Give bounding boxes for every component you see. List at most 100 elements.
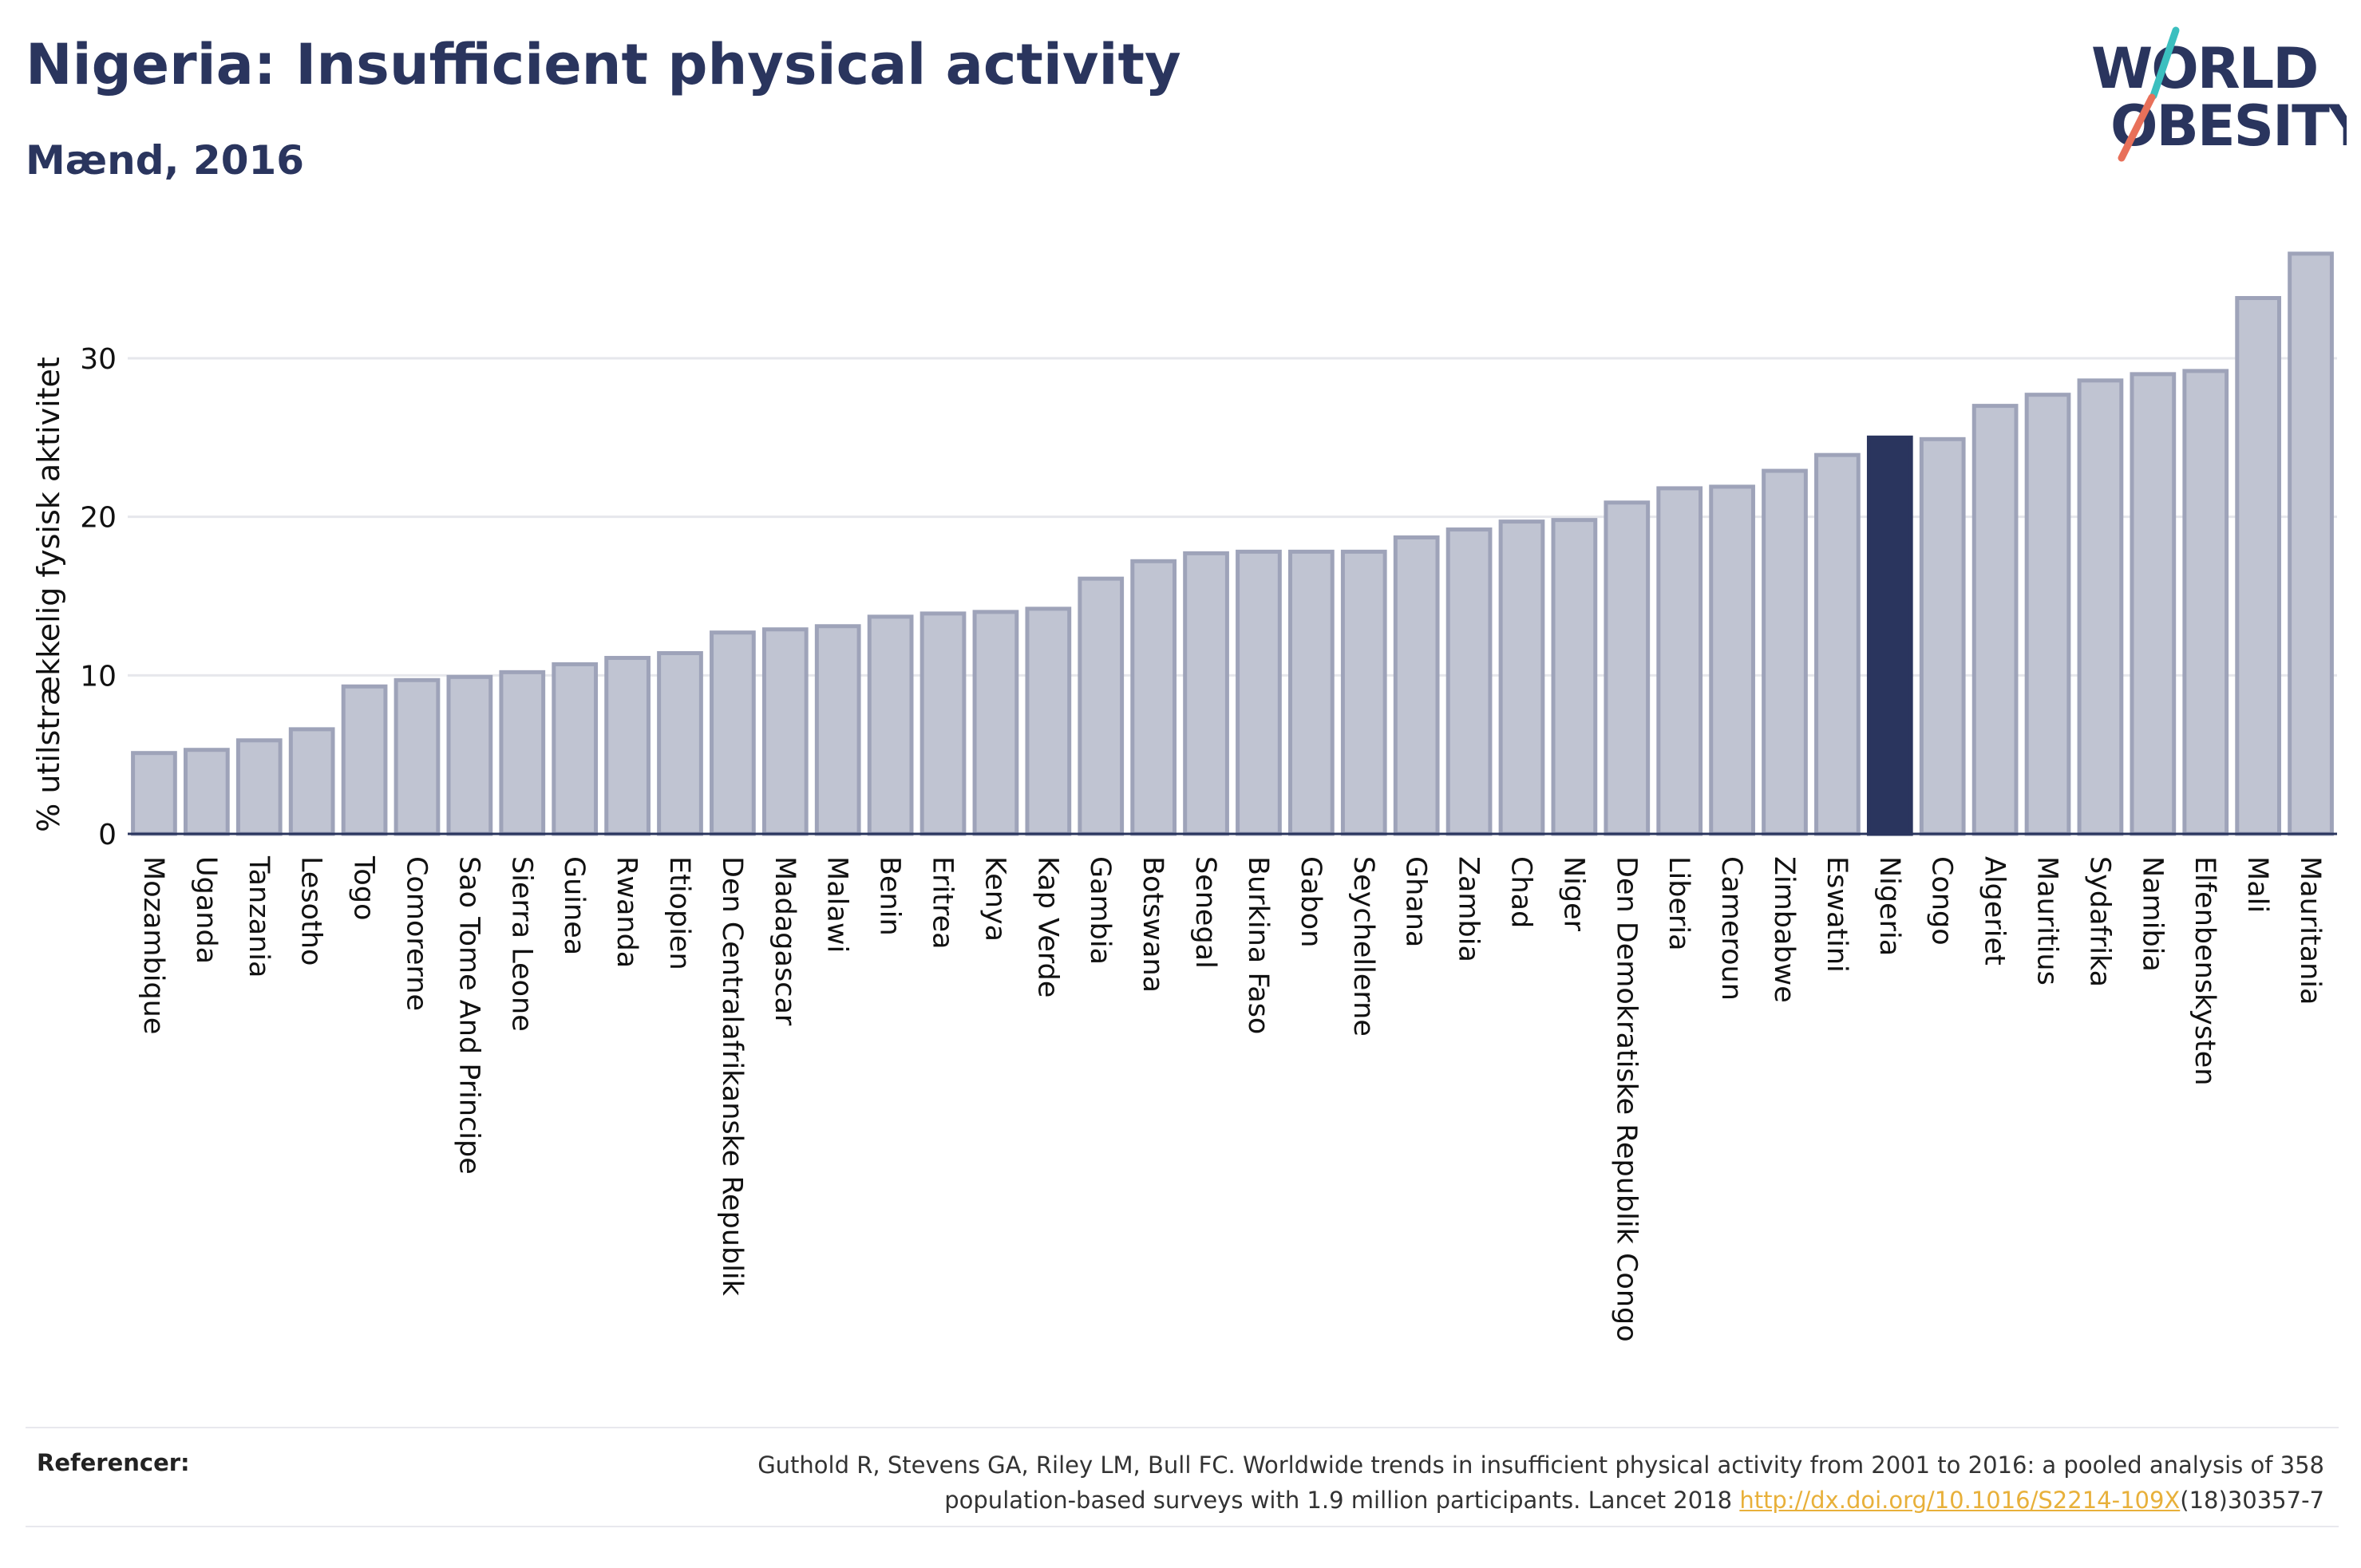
- x-tick-label: Ghana: [1400, 856, 1432, 947]
- reference-text-line2b: (18)30357-7: [2180, 1487, 2324, 1514]
- x-tick-label: Senegal: [1189, 856, 1221, 969]
- bar: [867, 614, 914, 836]
- x-tick-label: Togo: [348, 855, 380, 920]
- x-tick-label: Niger: [1557, 856, 1589, 932]
- reference-citation: Guthold R, Stevens GA, Riley LM, Bull FC…: [608, 1448, 2324, 1518]
- world-obesity-logo: WORLD OBESITY: [2091, 26, 2347, 162]
- bar: [499, 669, 546, 836]
- y-tick-label: 20: [80, 502, 117, 535]
- y-axis-label: % utilstrækkelig fysisk aktivitet: [31, 357, 66, 832]
- bar: [394, 677, 441, 836]
- x-tick-label: Rwanda: [611, 856, 643, 968]
- x-tick-label: Seychellerne: [1347, 856, 1379, 1037]
- bar: [761, 627, 809, 836]
- y-tick-label: 10: [80, 660, 117, 693]
- bar: [552, 662, 599, 836]
- x-tick-label: Namibia: [2136, 856, 2168, 972]
- bar: [1971, 404, 2019, 836]
- bar: [2235, 296, 2282, 836]
- chart-title: Nigeria: Insufficient physical activity: [26, 32, 1181, 97]
- x-tick-label: Liberia: [1663, 856, 1695, 951]
- bar: [2182, 369, 2229, 836]
- x-tick-label: Tanzania: [243, 855, 275, 978]
- bar: [1498, 519, 1545, 836]
- bar: [235, 738, 283, 836]
- bar: [131, 751, 177, 836]
- bar: [1445, 527, 1493, 836]
- y-tick-labels: 0 10 20 30: [80, 343, 117, 851]
- bar-chart: 0 10 20 30 Mozambique Uganda Tanzania Lesotho T…: [31, 251, 2337, 1342]
- bar: [1340, 549, 1387, 836]
- footer-divider-top: [26, 1427, 2339, 1428]
- bar: [1656, 486, 1703, 836]
- bar: [1814, 452, 1861, 836]
- reference-text-line2a: population-based surveys with 1.9 millio…: [944, 1487, 1740, 1514]
- footer-divider-bottom: [26, 1526, 2339, 1527]
- x-tick-label: Sierra Leone: [505, 856, 537, 1032]
- x-tick-label: Algeriet: [1979, 856, 2011, 966]
- bar: [919, 611, 967, 836]
- x-tick-label: Eswatini: [1821, 856, 1853, 973]
- x-tick-label: Gambia: [1084, 856, 1116, 965]
- x-tick-label: Benin: [874, 856, 906, 936]
- bar-highlighted: [1866, 435, 1913, 836]
- bar: [446, 674, 493, 836]
- x-tick-label: Congo: [1926, 856, 1958, 946]
- reference-text-line1: Guthold R, Stevens GA, Riley LM, Bull FC…: [757, 1451, 2324, 1479]
- x-tick-label: Kap Verde: [1031, 856, 1063, 997]
- bar: [1078, 576, 1125, 836]
- x-tick-label: Lesotho: [295, 856, 327, 966]
- x-tick-label: Botswana: [1137, 856, 1169, 993]
- bar: [1130, 559, 1177, 836]
- bar: [183, 748, 230, 836]
- bar: [2077, 378, 2124, 836]
- x-tick-label: Comorerne: [400, 856, 432, 1011]
- x-tick-label: Burkina Faso: [1242, 856, 1274, 1034]
- bar: [1604, 500, 1651, 836]
- x-tick-label: Den Demokratiske Republik Congo: [1610, 856, 1642, 1342]
- x-tick-label: Zambia: [1453, 856, 1485, 962]
- x-tick-label: Sydafrika: [2083, 856, 2115, 987]
- bar: [1709, 484, 1755, 836]
- bar: [972, 610, 1019, 836]
- logo-word-world: WORLD: [2091, 36, 2317, 101]
- x-tick-label: Mauritius: [2031, 856, 2063, 985]
- bar: [1551, 518, 1598, 836]
- bar: [1025, 606, 1072, 836]
- x-tick-label: Cameroun: [1715, 856, 1747, 1001]
- bar: [2288, 251, 2334, 836]
- x-tick-label: Mozambique: [137, 856, 169, 1034]
- logo-slash-coral: [2118, 93, 2156, 162]
- x-tick-label: Eritrea: [927, 856, 959, 950]
- bar: [1762, 468, 1808, 836]
- chart-subtitle: Mænd, 2016: [26, 137, 305, 184]
- x-tick-labels: Mozambique Uganda Tanzania Lesotho Togo Comor…: [137, 855, 2326, 1342]
- x-tick-label: Malawi: [821, 856, 853, 953]
- x-tick-label: Chad: [1505, 856, 1536, 928]
- x-tick-label: Mauritania: [2294, 856, 2326, 1005]
- bar: [1393, 535, 1440, 836]
- y-tick-label: 0: [98, 819, 117, 851]
- references-label: Referencer:: [37, 1449, 190, 1476]
- bar: [710, 630, 756, 836]
- x-tick-label: Madagascar: [769, 856, 801, 1026]
- bar: [604, 655, 651, 836]
- y-tick-label: 30: [80, 343, 117, 376]
- bar: [1236, 549, 1282, 836]
- bar: [1183, 551, 1229, 836]
- x-tick-label: Sao Tome And Principe: [453, 856, 484, 1175]
- bars: [131, 251, 2334, 836]
- logo-slash-teal: [2149, 26, 2180, 100]
- reference-doi-link[interactable]: http://dx.doi.org/10.1016/S2214-109X: [1739, 1487, 2181, 1514]
- x-tick-label: Uganda: [190, 856, 222, 964]
- x-tick-label: Nigeria: [1873, 856, 1905, 956]
- x-tick-label: Zimbabwe: [1768, 856, 1800, 1003]
- bar: [1919, 436, 1966, 836]
- bar: [657, 651, 703, 836]
- x-tick-label: Mali: [2241, 856, 2273, 913]
- x-tick-label: Kenya: [979, 856, 1010, 942]
- grid-lines: [128, 357, 2337, 677]
- x-tick-label: Elfenbenskysten: [2189, 856, 2221, 1085]
- x-tick-label: Guinea: [558, 856, 590, 955]
- bar: [2130, 372, 2177, 836]
